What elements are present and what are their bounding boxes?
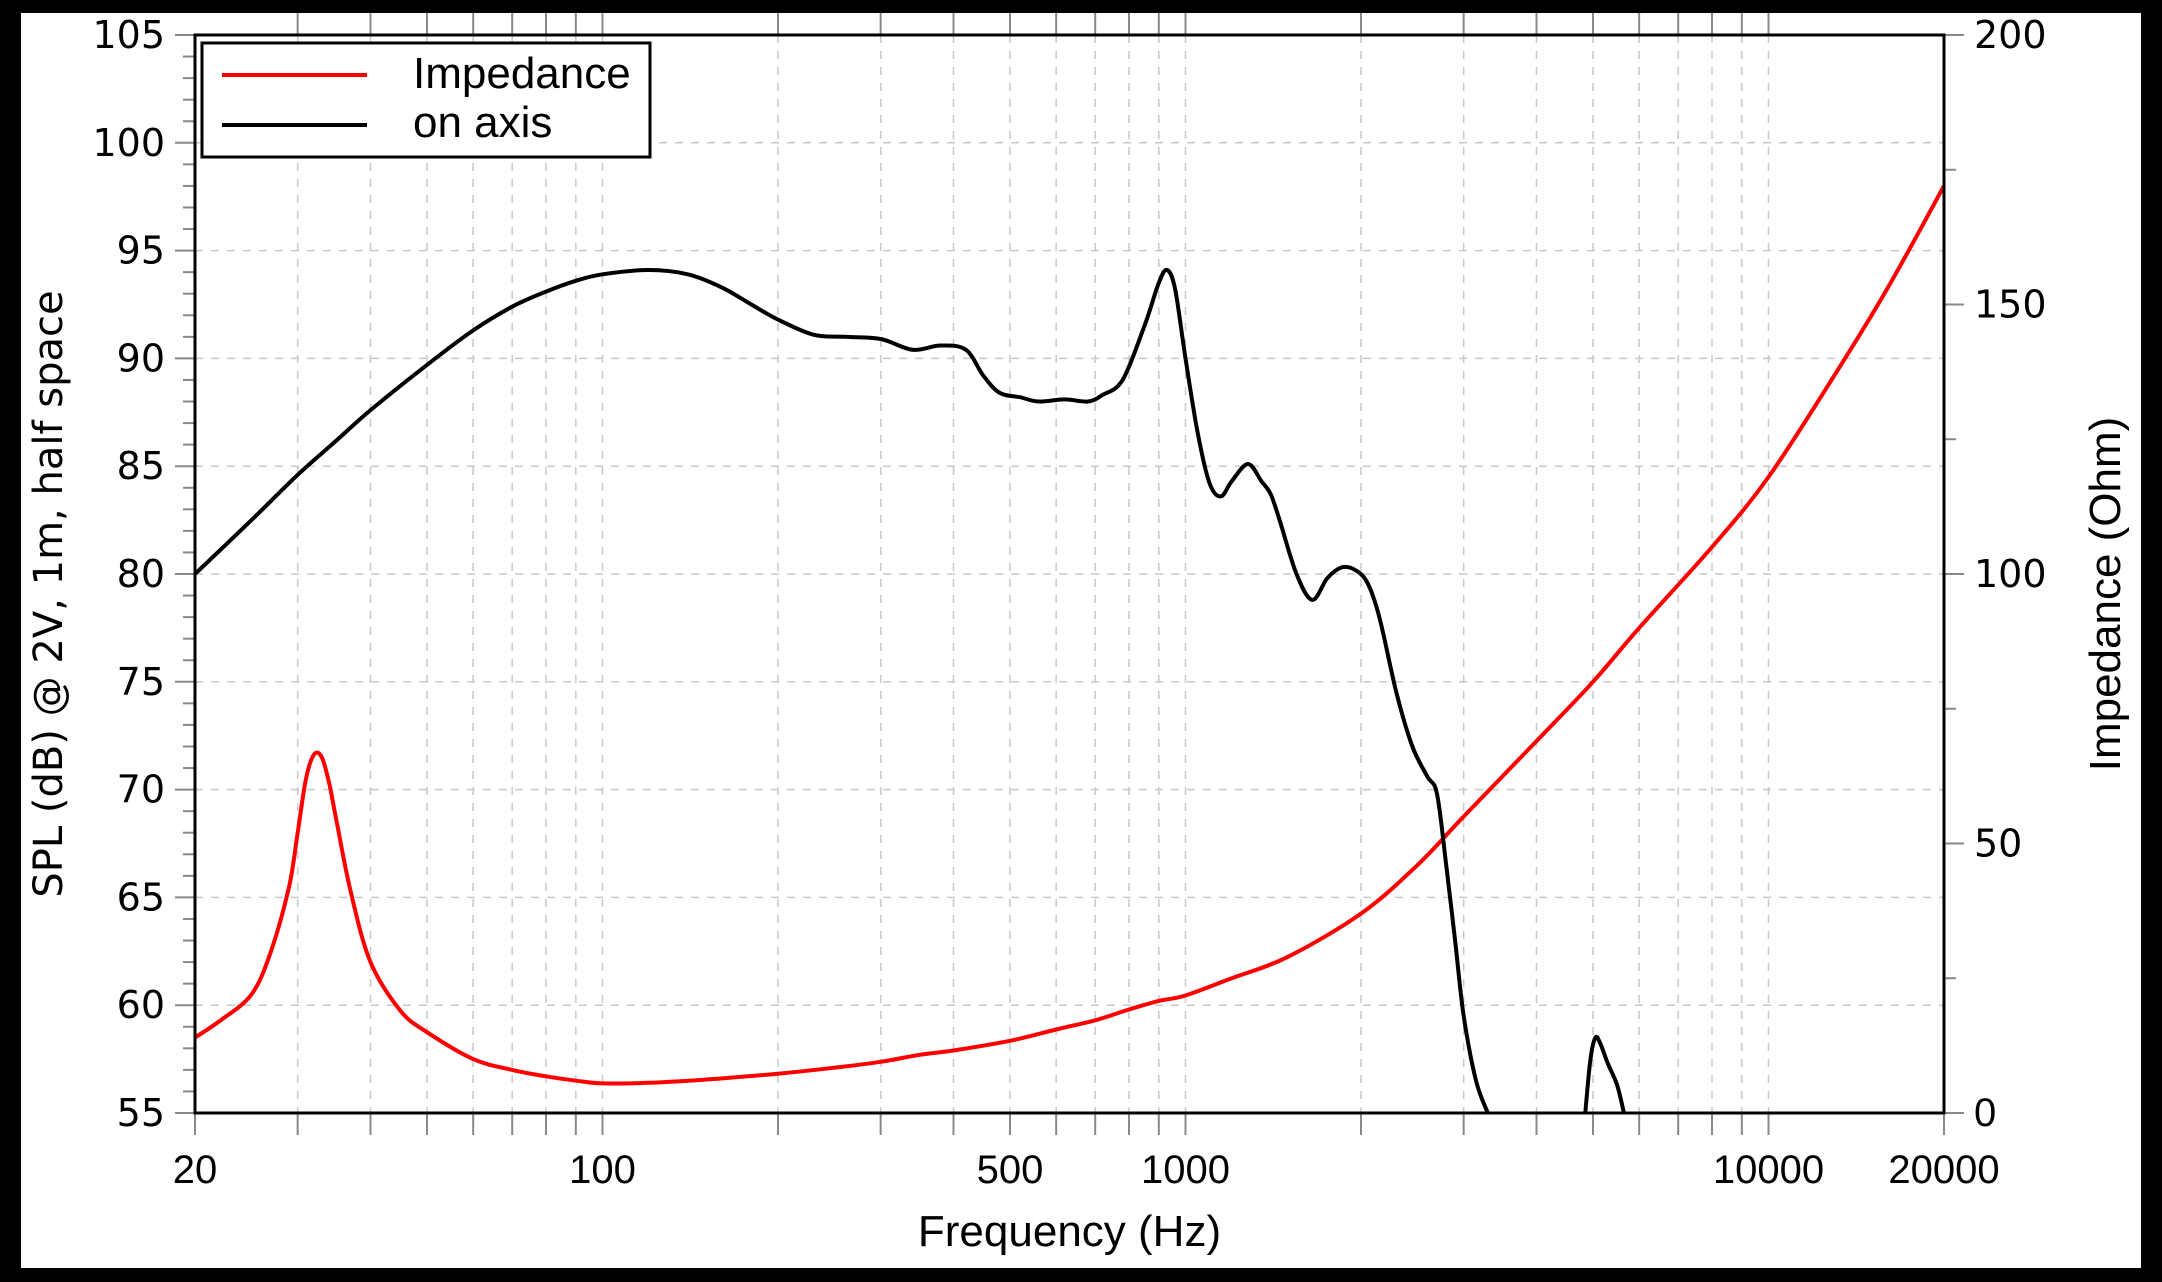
y-tick-label: 65 — [117, 875, 165, 919]
x-axis-title: Frequency (Hz) — [918, 1207, 1221, 1256]
grid-lines — [195, 35, 1944, 1113]
y2-axis-title: Impedance (Ohm) — [2081, 417, 2130, 772]
legend-label-on-axis: on axis — [413, 98, 552, 147]
x-tick-label: 500 — [977, 1148, 1044, 1192]
legend-box — [200, 41, 652, 159]
y-tick-label: 80 — [117, 552, 165, 596]
x-tick-label: 1000 — [1141, 1148, 1230, 1192]
plot-frame — [193, 33, 1946, 1115]
impedance-curve — [195, 184, 1944, 1086]
y-tick-label: 60 — [117, 983, 165, 1027]
y-tick-label: 75 — [117, 660, 165, 704]
y2-tick-label: 0 — [1974, 1091, 1996, 1135]
y2-tick-label: 150 — [1974, 283, 2047, 327]
legend-label-impedance: Impedance — [413, 49, 631, 98]
tick-labels: 55 60 65 70 75 80 85 90 95 100 105 0 50 100 150 200 20 10… — [92, 13, 2046, 1192]
y2-tick-label: 100 — [1974, 552, 2047, 596]
y2-tick-label: 200 — [1974, 13, 2047, 57]
y2-tick-label: 50 — [1974, 822, 2022, 866]
y-axis-title: SPL (dB) @ 2V, 1m, half space — [26, 290, 72, 897]
x-tick-label: 20 — [173, 1148, 218, 1192]
x-tick-label: 100 — [569, 1148, 636, 1192]
y-tick-label: 55 — [117, 1091, 165, 1135]
x-tick-label: 20000 — [1888, 1148, 1999, 1192]
frequency-response-chart: 55 60 65 70 75 80 85 90 95 100 105 0 50 100 150 200 20 10… — [26, 13, 2130, 1256]
y-tick-label: 85 — [117, 444, 165, 488]
y-tick-label: 95 — [117, 229, 165, 273]
spl-on-axis-curve — [195, 267, 1490, 1113]
legend: Impedance on axis — [200, 41, 652, 159]
data-series — [195, 184, 1944, 1113]
y-tick-label: 100 — [92, 121, 165, 165]
y-tick-label: 105 — [92, 13, 165, 57]
y-tick-label: 70 — [117, 768, 165, 812]
x-tick-label: 10000 — [1713, 1148, 1824, 1192]
y-tick-label: 90 — [117, 336, 165, 380]
axis-ticks — [175, 13, 1964, 1135]
chart-canvas: 55 60 65 70 75 80 85 90 95 100 105 0 50 100 150 200 20 10… — [21, 13, 2141, 1268]
spl-on-axis-curve — [1583, 1034, 1626, 1113]
